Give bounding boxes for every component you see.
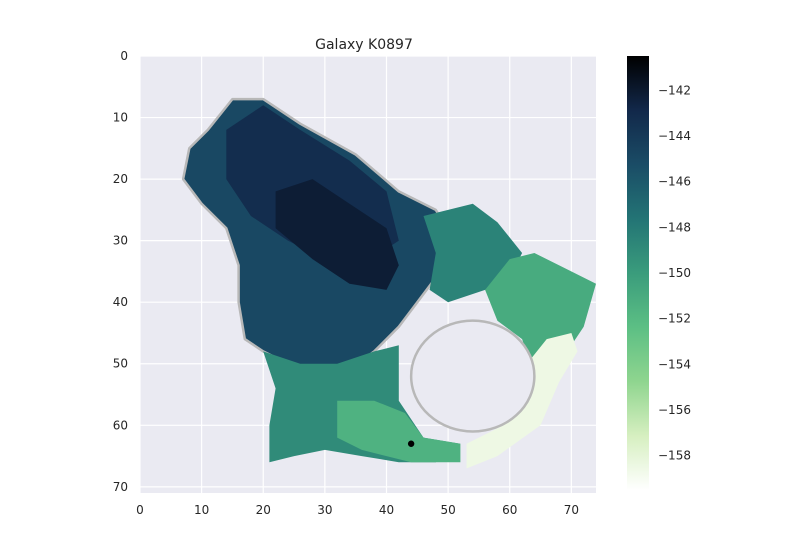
velocity-region [275,179,399,290]
colorbar: −142 −144 −146 −148 −150 −152 −154 −156 −158 [627,56,691,490]
x-axis-ticks: 0 10 20 30 40 50 60 70 [136,503,579,517]
point-marker [407,440,415,447]
y-tick-label: 30 [113,234,128,248]
y-tick-label: 40 [113,295,128,309]
colorbar-tick-label: −150 [658,266,691,280]
colorbar-tick-label: −156 [658,403,691,417]
y-axis-ticks: 0 10 20 30 40 50 60 70 [113,49,128,494]
colorbar-tick-label: −148 [658,220,691,234]
masked-hole [409,319,536,433]
x-tick-label: 40 [379,503,394,517]
velocity-region [337,400,461,463]
colorbar-tick-label: −158 [658,449,691,463]
colorbar-gradient [627,56,649,490]
marker-layer [407,440,415,447]
colorbar-tick-label: −144 [658,129,691,143]
y-tick-label: 10 [113,111,128,125]
y-tick-label: 0 [120,49,128,63]
y-tick-label: 20 [113,172,128,186]
x-tick-label: 30 [317,503,332,517]
colorbar-tick-label: −152 [658,312,691,326]
velocity-region [466,333,578,469]
chart-title: Galaxy K0897 [315,37,413,53]
y-tick-label: 70 [113,480,128,494]
x-tick-label: 10 [194,503,209,517]
y-tick-label: 50 [113,357,128,371]
velocity-region [485,253,596,389]
x-tick-label: 50 [440,503,455,517]
x-tick-label: 20 [256,503,271,517]
colorbar-tick-label: −146 [658,175,691,189]
x-tick-label: 70 [564,503,579,517]
colorbar-tick-label: −154 [658,357,691,371]
x-tick-label: 0 [136,503,144,517]
velocity-regions [181,97,596,469]
colorbar-ticks: −142 −144 −146 −148 −150 −152 −154 −156 −158 [658,83,691,462]
colorbar-tick-label: −142 [658,83,691,97]
x-tick-label: 60 [502,503,517,517]
y-tick-label: 60 [113,418,128,432]
plot-area: 0 10 20 30 40 50 60 70 0 10 20 30 40 50 60 70 [113,49,596,517]
